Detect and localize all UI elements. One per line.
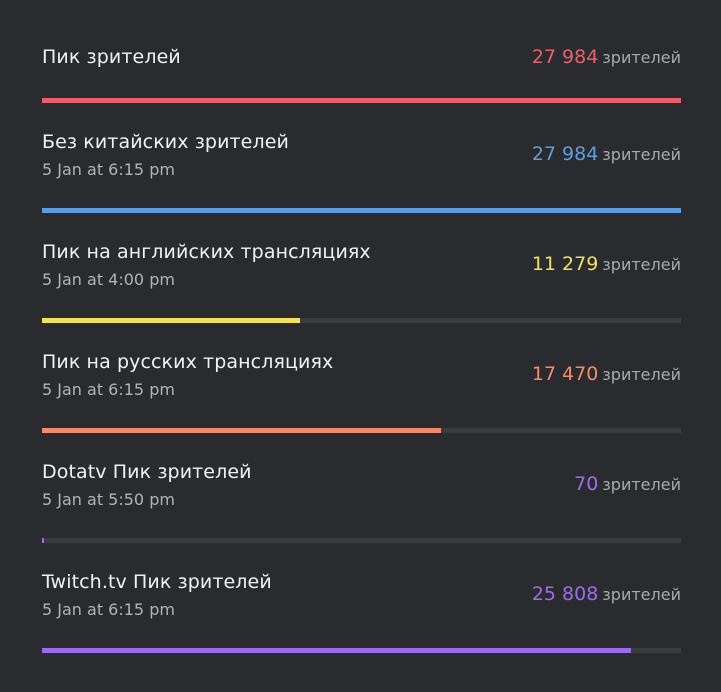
stat-date: 5 Jan at 5:50 pm	[42, 490, 175, 509]
progress-track	[42, 538, 681, 543]
stat-title: Twitch.tv Пик зрителей	[42, 571, 272, 593]
stat-value-number: 70	[574, 473, 599, 495]
stat-value: 11 279 зрителей	[532, 253, 681, 275]
progress-fill	[42, 208, 681, 213]
progress-track	[42, 428, 681, 433]
progress-track	[42, 318, 681, 323]
stat-title: Пик на русских трансляциях	[42, 351, 334, 373]
stat-row-dotatv: Dotatv Пик зрителей 5 Jan at 5:50 pm 70 з…	[42, 0, 681, 550]
stat-value-unit: зрителей	[602, 475, 681, 494]
stat-value: 27 984 зрителей	[532, 143, 681, 165]
stat-value: 17 470 зрителей	[532, 363, 681, 385]
stat-value-unit: зрителей	[602, 585, 681, 604]
stat-value-unit: зрителей	[602, 255, 681, 274]
progress-track	[42, 98, 681, 103]
stat-value-number: 17 470	[531, 363, 599, 385]
progress-fill	[42, 428, 441, 433]
stat-value-unit: зрителей	[602, 365, 681, 384]
progress-fill	[42, 318, 300, 323]
stat-value: 27 984 зрителей	[532, 46, 681, 68]
stat-value: 25 808 зрителей	[532, 583, 681, 605]
stat-date: 5 Jan at 6:15 pm	[42, 380, 175, 399]
stat-row-without-chinese: Без китайских зрителей 5 Jan at 6:15 pm …	[42, 0, 681, 220]
stat-value-number: 27 984	[531, 143, 599, 165]
stat-title: Dotatv Пик зрителей	[42, 461, 252, 483]
stat-value: 70 зрителей	[574, 473, 681, 495]
stat-value-number: 27 984	[531, 46, 599, 68]
progress-track	[42, 208, 681, 213]
progress-fill	[42, 648, 631, 653]
stat-value-unit: зрителей	[602, 145, 681, 164]
stat-date: 5 Jan at 4:00 pm	[42, 270, 175, 289]
stat-title: Пик на английских трансляциях	[42, 241, 371, 263]
stat-date: 5 Jan at 6:15 pm	[42, 160, 175, 179]
stat-title: Пик зрителей	[42, 46, 181, 68]
stat-value-unit: зрителей	[602, 48, 681, 67]
stat-row-twitch: Twitch.tv Пик зрителей 5 Jan at 6:15 pm …	[42, 0, 681, 660]
stat-row-russian-streams: Пик на русских трансляциях 5 Jan at 6:15…	[42, 0, 681, 440]
stat-row-english-streams: Пик на английских трансляциях 5 Jan at 4…	[42, 0, 681, 330]
progress-fill	[42, 538, 44, 543]
progress-fill	[42, 98, 681, 103]
stat-value-number: 25 808	[531, 583, 599, 605]
stat-title: Без китайских зрителей	[42, 131, 289, 153]
stat-value-number: 11 279	[531, 253, 599, 275]
stat-date: 5 Jan at 6:15 pm	[42, 600, 175, 619]
progress-track	[42, 648, 681, 653]
stat-row-peak-viewers: Пик зрителей 27 984 зрителей	[42, 0, 681, 110]
